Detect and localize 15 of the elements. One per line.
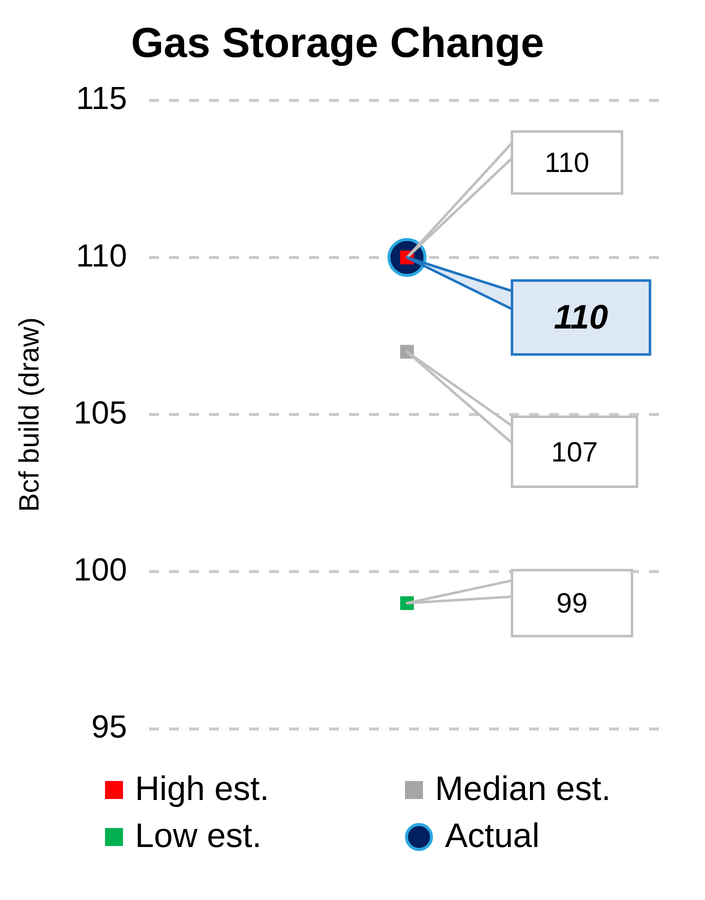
chart-title: Gas Storage Change [130,18,544,66]
annotation: 110 [554,298,608,336]
y-axis-title: Bcf build (draw) [14,317,45,512]
annotation: 110 [544,147,590,178]
legend-label: High est. [135,770,270,809]
y-tick-label: 95 [91,708,127,745]
legend-label: Low est. [135,817,262,856]
legend-label: Median est. [435,770,611,809]
y-tick-label: 110 [76,237,127,274]
y-tick-label: 115 [76,80,127,116]
y-tick-label: 105 [74,394,127,430]
annotation: 107 [551,436,598,468]
legend-label: Actual [445,817,540,856]
annotation: 99 [556,588,588,619]
y-tick-label: 100 [74,552,127,588]
